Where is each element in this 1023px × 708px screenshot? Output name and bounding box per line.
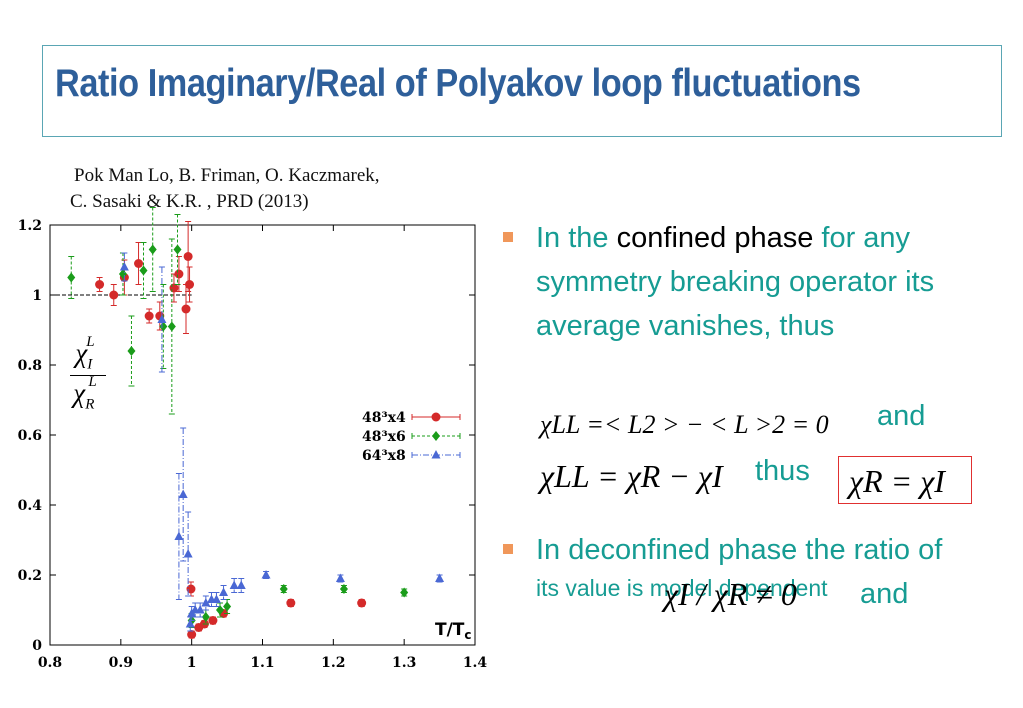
data-point (159, 321, 168, 332)
data-point (134, 259, 144, 268)
data-point (229, 580, 239, 589)
data-point (185, 619, 195, 628)
data-point (148, 244, 157, 255)
data-point (187, 630, 197, 639)
y-tick-label: 0.6 (18, 428, 42, 444)
data-point (174, 531, 184, 540)
data-point (261, 570, 271, 579)
citation: Pok Man Lo, B. Friman, O. Kaczmarek, C. … (70, 163, 470, 215)
y-tick-label: 0.2 (18, 568, 42, 584)
bullet1-pre: In the (536, 222, 617, 254)
bullet1-highlight: confined phase (616, 222, 814, 254)
x-tick-label: 1.1 (250, 655, 274, 671)
equation-chi-ll-2: χLL = χR − χI (540, 458, 723, 495)
data-point (236, 580, 246, 589)
data-point (95, 280, 105, 289)
legend-marker (432, 431, 440, 441)
x-axis-label: T/Tc (435, 620, 472, 642)
thus-text: thus (755, 455, 810, 487)
data-point (181, 304, 191, 314)
chart-legend: 48³x4 48³x6 64³x8 (362, 410, 461, 464)
y-tick-label: 0.8 (18, 358, 42, 374)
y-axis-label: χIL χRL (70, 334, 106, 414)
x-tick-label: 1.2 (321, 655, 345, 671)
data-point (223, 601, 232, 612)
data-point (185, 280, 195, 289)
data-point (286, 598, 296, 608)
legend-label: 48³x4 (362, 410, 406, 426)
data-point (335, 573, 345, 582)
data-point (183, 549, 193, 558)
data-point (216, 605, 224, 615)
legend-marker (431, 412, 441, 422)
equation-chi-r-eq-chi-i: χR = χI (849, 463, 945, 499)
bullet2-small: its value is model dependent (536, 575, 828, 601)
bullet-marker-2 (503, 544, 513, 554)
data-point (118, 269, 127, 279)
bullet-deconfined: In deconfined phase the ratio of χI / χR… (536, 528, 976, 612)
x-tick-label: 0.8 (38, 655, 62, 671)
equation-text-1: χLL =< L2 > − < L >2 = 0 (540, 410, 829, 439)
x-axis-label-sub: c (464, 628, 471, 642)
data-point (178, 489, 188, 498)
y-tick-label: 1 (32, 288, 42, 304)
bullet2-main: In deconfined phase the ratio of (536, 534, 943, 566)
data-point (157, 314, 167, 323)
data-point (139, 265, 148, 276)
equation-text-2: χLL = χR − χI (540, 458, 723, 494)
data-point (173, 244, 182, 255)
series-triangle (119, 252, 445, 632)
data-point (195, 605, 205, 614)
data-point (357, 598, 367, 608)
data-point (201, 598, 211, 607)
data-point (67, 272, 76, 283)
data-point (186, 584, 196, 594)
bullet-marker-1 (503, 232, 513, 242)
data-point (127, 346, 136, 356)
data-point (435, 573, 445, 582)
and-text-1: and (877, 400, 926, 432)
data-point (339, 584, 348, 594)
y-tick-label: 1.2 (18, 218, 42, 234)
series-diamond (67, 207, 409, 628)
data-point (174, 269, 184, 279)
legend-label: 48³x6 (362, 429, 406, 445)
chart-marks (67, 207, 445, 639)
data-point (109, 290, 119, 300)
x-tick-label: 1 (187, 655, 197, 671)
chart-ticks: 0.8 0.9 1 1.1 1.2 1.3 1.4 0 0.2 0.4 0.6 0.8 1 1.2 (18, 218, 488, 671)
data-point (144, 311, 154, 321)
bullet1-post: for any symmetry breaking operator its a… (536, 222, 935, 342)
data-point (201, 612, 210, 622)
x-tick-label: 1.4 (463, 655, 488, 671)
citation-line-2: C. Sasaki & K.R. , PRD (2013) (70, 191, 309, 212)
title-box: Ratio Imaginary/Real of Polyakov loop fl… (42, 45, 1002, 137)
data-point (119, 262, 129, 271)
data-point (219, 587, 229, 596)
equation-chi-ll-1: χLL =< L2 > − < L >2 = 0 (540, 410, 829, 440)
y-tick-label: 0 (32, 638, 42, 654)
data-point (211, 594, 221, 603)
equation-ratio-nonzero: χI / χR ≠ 0 (664, 576, 797, 612)
and-text-2: and (860, 578, 909, 610)
data-point (167, 321, 176, 332)
legend-marker (431, 450, 441, 459)
data-point (208, 616, 218, 625)
slide-title: Ratio Imaginary/Real of Polyakov loop fl… (55, 62, 861, 105)
bullet-confined: In the confined phase for any symmetry b… (536, 216, 956, 348)
result-box: χR = χI (838, 456, 972, 504)
x-tick-label: 0.9 (109, 655, 133, 671)
data-point (400, 587, 409, 598)
x-tick-label: 1.3 (392, 655, 416, 671)
data-point (183, 252, 193, 261)
citation-line-1: Pok Man Lo, B. Friman, O. Kaczmarek, (74, 165, 380, 186)
series-circle (95, 221, 367, 639)
data-point (279, 584, 288, 594)
y-tick-label: 0.4 (18, 498, 43, 514)
legend-label: 64³x8 (362, 448, 406, 464)
polyakov-ratio-chart: T/Tc 0.8 0.9 1 1.1 1.2 1.3 1.4 0 0.2 0.4 0.6 0.8 1 1.… (18, 207, 488, 671)
